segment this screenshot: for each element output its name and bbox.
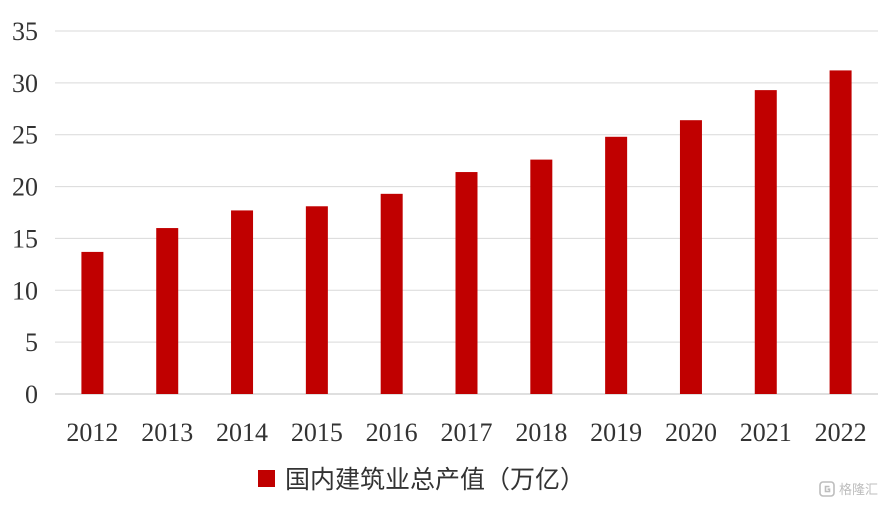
bars (81, 70, 852, 395)
bar-2013 (156, 228, 179, 394)
glh-logo-icon (819, 480, 835, 497)
x-tick-label: 2017 (441, 418, 493, 447)
x-tick-label: 2014 (216, 418, 268, 447)
bar-2012 (81, 251, 104, 394)
x-tick-label: 2019 (590, 418, 642, 447)
watermark: 格隆汇 (819, 479, 878, 498)
y-tick-label: 20 (12, 173, 38, 202)
bar-2019 (605, 136, 628, 394)
bar-2020 (679, 120, 702, 395)
bar-2022 (829, 70, 852, 394)
x-tick-label: 2022 (815, 418, 867, 447)
x-tick-label: 2021 (740, 418, 792, 447)
bar-2016 (380, 193, 403, 394)
x-tick-label: 2020 (665, 418, 717, 447)
y-tick-label: 30 (12, 69, 38, 98)
y-tick-label: 5 (25, 328, 38, 357)
bar-2015 (305, 206, 328, 394)
y-tick-label: 10 (12, 276, 38, 305)
x-axis-ticks: 2012 2013 2014 2015 2016 2017 2018 2019 2020 2021… (66, 418, 866, 447)
y-tick-label: 25 (12, 121, 38, 150)
y-tick-label: 0 (25, 380, 38, 409)
x-tick-label: 2016 (366, 418, 418, 447)
watermark-text: 格隆汇 (838, 483, 878, 498)
legend: 国内建筑业总产值（万亿） (258, 465, 585, 494)
x-tick-label: 2018 (515, 418, 567, 447)
y-tick-label: 35 (12, 17, 38, 46)
y-axis-ticks: 0 5 10 15 20 25 30 35 (12, 17, 38, 409)
legend-label: 国内建筑业总产值（万亿） (285, 465, 585, 494)
x-tick-label: 2013 (141, 418, 193, 447)
x-tick-label: 2012 (66, 418, 118, 447)
bar-2017 (455, 172, 478, 394)
x-tick-label: 2015 (291, 418, 343, 447)
y-tick-label: 15 (12, 224, 38, 253)
bar-2021 (754, 90, 777, 395)
legend-swatch (258, 470, 275, 487)
bar-2014 (231, 210, 254, 394)
bar-2018 (530, 159, 553, 394)
